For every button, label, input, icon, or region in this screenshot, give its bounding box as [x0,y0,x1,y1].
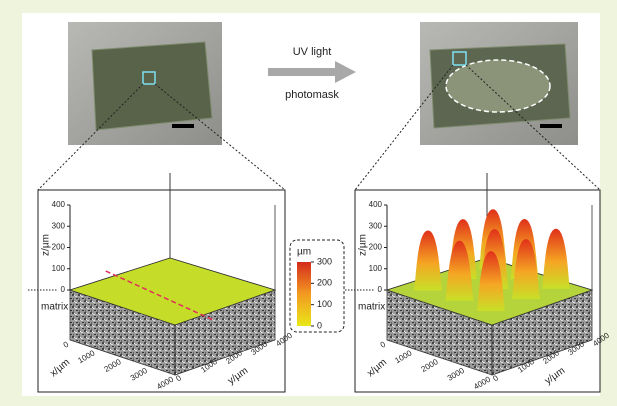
z-tick-label: 400 [369,200,383,209]
arrow-label: photomask [285,89,339,101]
z-tick-label: 0 [61,285,66,294]
matrix-label: matrix [358,302,385,313]
z-tick-label: 0 [378,285,383,294]
colorbar-tick-label: 100 [317,299,332,309]
z-tick-label: 300 [369,221,383,230]
scale-bar [172,124,194,128]
z-tick-label: 200 [369,243,383,252]
matrix-label: matrix [41,302,68,313]
z-tick-label: 300 [52,221,66,230]
colorbar-tick-label: 300 [317,256,332,266]
colorbar-unit: µm [297,247,311,258]
z-tick-label: 200 [52,243,66,252]
z-tick-label: 400 [52,200,66,209]
z-axis-label: z/µm [41,234,52,256]
z-tick-label: 100 [52,264,66,273]
colorbar-tick-label: 200 [317,278,332,288]
pattern-area [446,60,550,112]
scale-bar [540,124,562,128]
z-tick-label: 100 [369,264,383,273]
colorbar-tick-label: 0 [317,320,322,330]
z-axis-label: z/µm [358,234,369,256]
colorbar [297,262,311,326]
arrow-label: UV light [293,46,332,58]
figure: UV light photomask µm 0 100 200 300 0 100 200 30… [0,0,617,401]
glass-slab [92,42,212,130]
